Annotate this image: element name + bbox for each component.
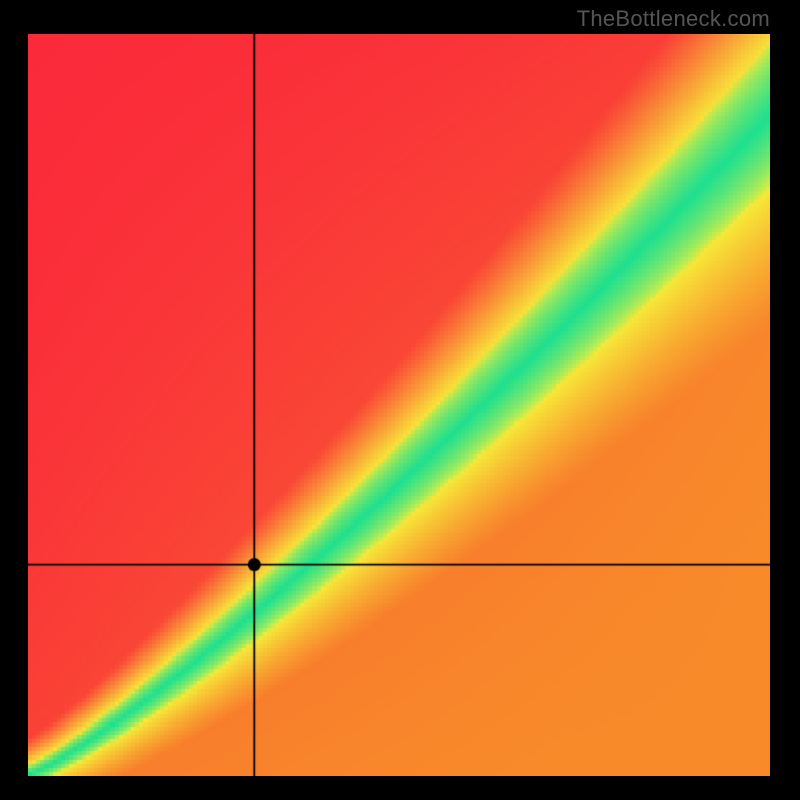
heatmap-canvas: [28, 34, 770, 776]
watermark-text: TheBottleneck.com: [577, 6, 770, 32]
chart-container: TheBottleneck.com: [0, 0, 800, 800]
